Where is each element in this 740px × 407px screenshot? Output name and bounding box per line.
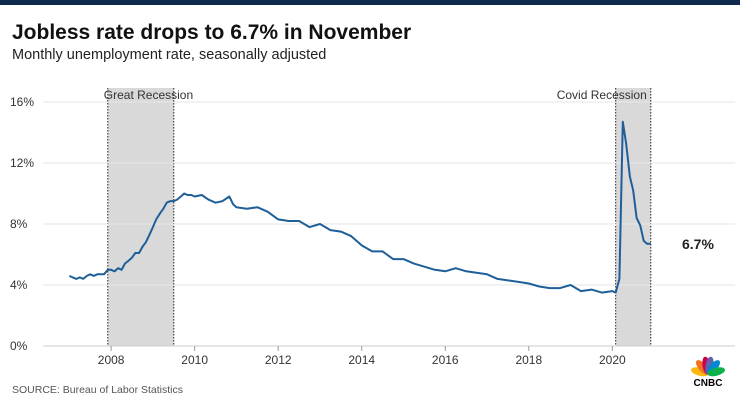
x-tick-label: 2016 — [432, 353, 459, 367]
y-tick-label: 16% — [10, 95, 34, 109]
recession-label: Covid Recession — [557, 88, 647, 102]
x-tick-label: 2014 — [348, 353, 375, 367]
peacock-icon — [691, 356, 725, 377]
recession-label: Great Recession — [104, 88, 193, 102]
x-tick-label: 2008 — [98, 353, 125, 367]
source-note: SOURCE: Bureau of Labor Statistics — [12, 384, 183, 396]
cnbc-logo: CNBC — [691, 356, 725, 388]
logo-feather — [707, 367, 725, 377]
x-tick-label: 2012 — [265, 353, 292, 367]
chart-title: Jobless rate drops to 6.7% in November — [12, 21, 412, 44]
x-tick-label: 2020 — [599, 353, 626, 367]
y-tick-label: 12% — [10, 156, 34, 170]
logo-text: CNBC — [694, 378, 723, 388]
x-tick-label: 2010 — [181, 353, 208, 367]
y-tick-label: 4% — [10, 278, 28, 292]
recession-band — [107, 88, 174, 346]
y-tick-label: 0% — [10, 339, 28, 353]
end-value-label: 6.7% — [682, 236, 714, 252]
y-tick-label: 8% — [10, 217, 28, 231]
top-accent-bar — [0, 0, 740, 5]
x-tick-label: 2018 — [515, 353, 542, 367]
chart-subtitle: Monthly unemployment rate, seasonally ad… — [12, 47, 327, 63]
series-line — [68, 120, 651, 294]
